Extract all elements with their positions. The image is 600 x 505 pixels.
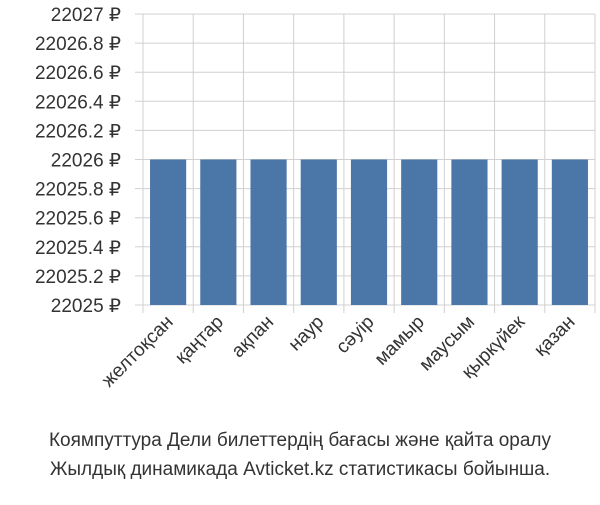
bar <box>350 159 388 305</box>
x-tick-label: қазан <box>530 312 579 361</box>
y-tick-label: 22026.8 ₽ <box>35 34 121 55</box>
y-tick-label: 22025 ₽ <box>51 296 121 317</box>
y-tick-label: 22025.8 ₽ <box>35 180 121 201</box>
bar <box>250 159 287 305</box>
y-tick-label: 22026.6 ₽ <box>35 63 121 84</box>
x-tick-label: желтоқсан <box>98 312 178 392</box>
bar <box>401 159 438 305</box>
x-tick-label: қаңтар <box>171 312 228 369</box>
y-tick-label: 22025.6 ₽ <box>35 209 121 230</box>
bar <box>200 159 237 305</box>
bar <box>300 159 337 305</box>
bar <box>551 159 588 305</box>
y-tick-label: 22025.2 ₽ <box>35 267 121 288</box>
bar <box>451 159 488 305</box>
bar <box>150 159 187 305</box>
y-tick-label: 22026 ₽ <box>51 151 121 172</box>
y-tick-label: 22027 ₽ <box>51 5 121 26</box>
x-tick-label: сәуір <box>332 312 378 358</box>
y-tick-label: 22026.4 ₽ <box>35 92 121 113</box>
y-tick-label: 22025.4 ₽ <box>35 238 121 259</box>
caption-line: Жылдық динамикада Avticket.kz статистика… <box>50 459 550 480</box>
bar <box>501 159 538 305</box>
caption-line: Коямпуттура Дели билеттердің бағасы және… <box>49 430 552 451</box>
y-tick-label: 22026.2 ₽ <box>35 121 121 142</box>
x-tick-label: ақпан <box>228 312 278 362</box>
x-tick-label: наур <box>285 312 329 356</box>
